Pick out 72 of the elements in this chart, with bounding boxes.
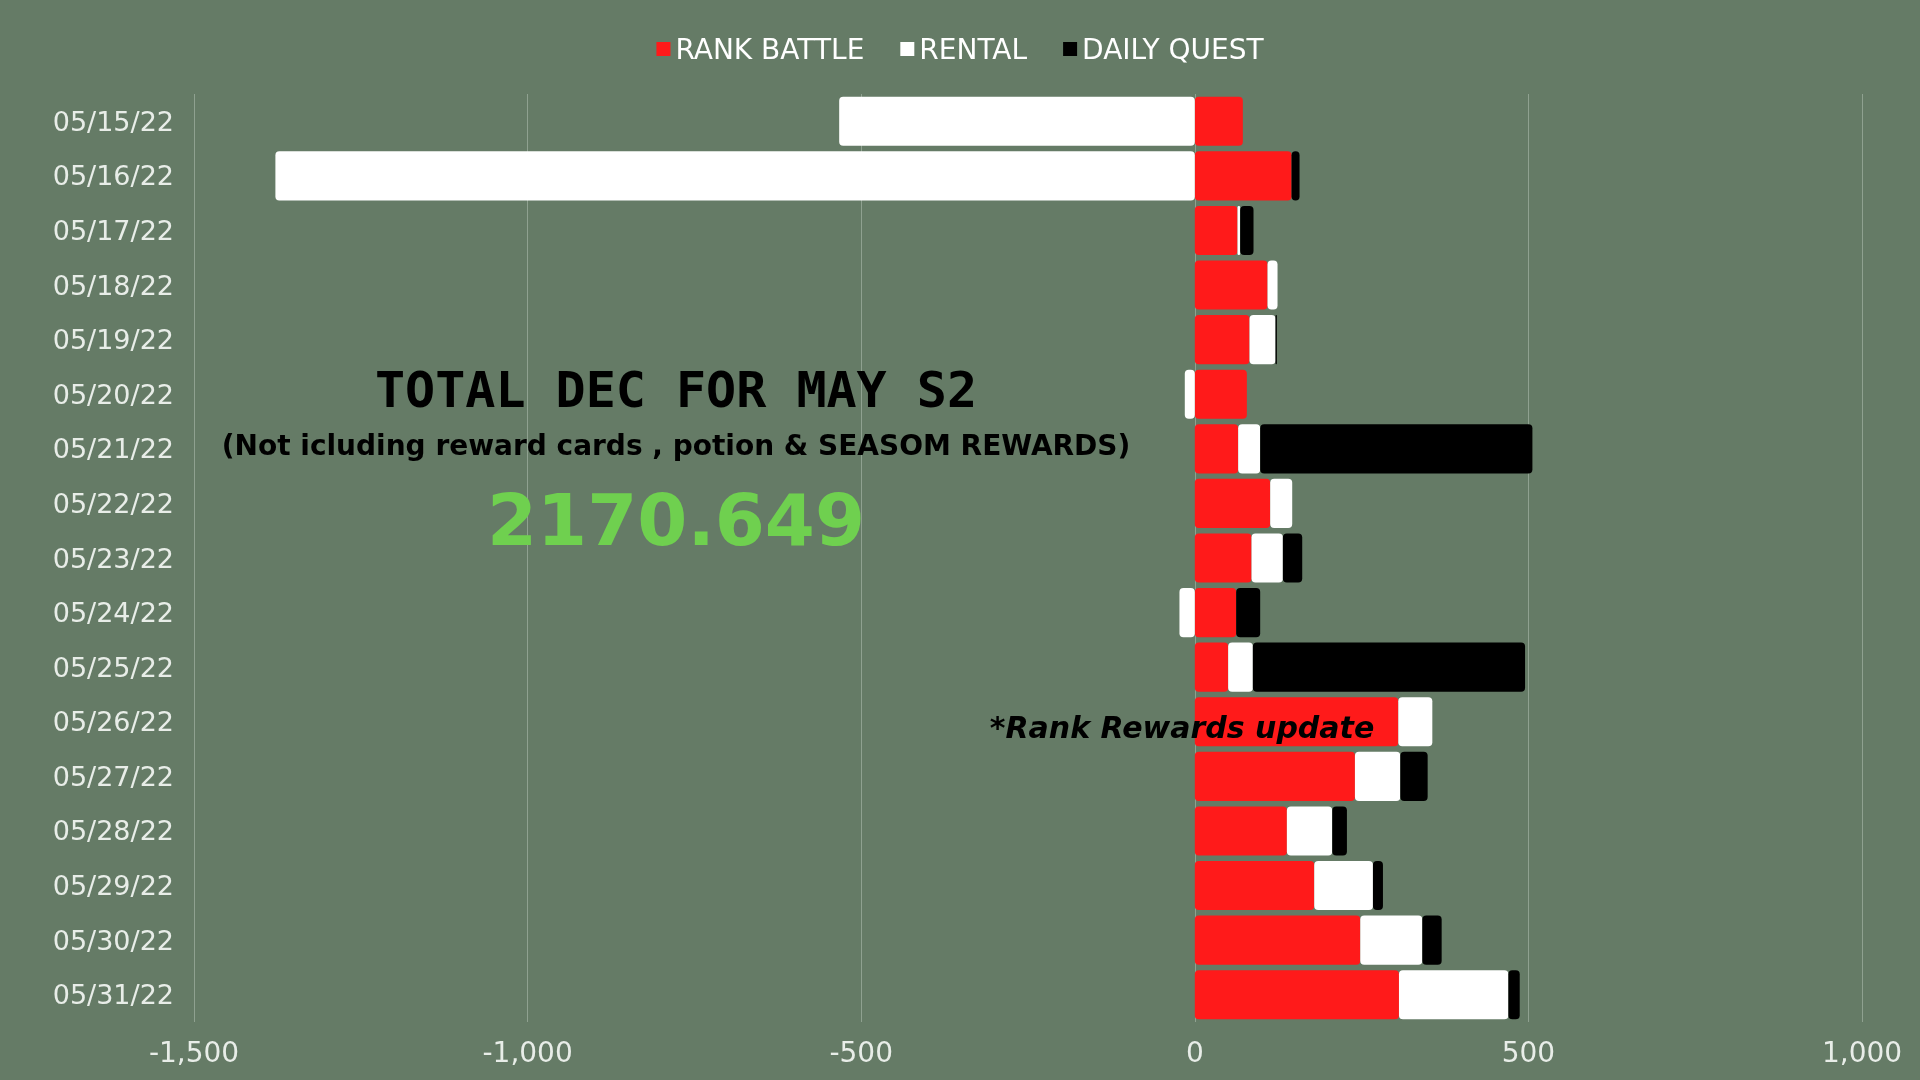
bar	[1194, 424, 1239, 474]
bar	[1398, 970, 1509, 1020]
bar	[1179, 588, 1195, 638]
y-tick-label: 05/22/22	[52, 487, 174, 519]
y-tick-label: 05/30/22	[52, 924, 174, 956]
bar	[1236, 588, 1261, 638]
bar	[1286, 806, 1333, 856]
bar	[1194, 260, 1268, 310]
bar	[1332, 806, 1347, 856]
bar	[1194, 970, 1399, 1020]
bar	[1508, 970, 1520, 1020]
x-tick-label: -1,000	[482, 1035, 573, 1069]
bar	[1194, 205, 1238, 256]
bar	[1291, 151, 1300, 201]
bar	[1194, 860, 1315, 911]
y-tick-label: 05/19/22	[52, 324, 174, 356]
legend-label: DAILY QUEST	[1082, 32, 1265, 66]
bar	[1260, 424, 1533, 474]
bar	[1194, 751, 1355, 801]
bar	[1228, 642, 1253, 692]
bar	[1360, 915, 1423, 965]
bar	[1282, 533, 1303, 583]
bar	[1194, 642, 1229, 692]
bar	[1194, 151, 1292, 201]
bar	[1252, 642, 1526, 692]
y-tick-label: 05/24/22	[52, 597, 174, 629]
bar	[1184, 369, 1195, 419]
bar	[275, 151, 1195, 201]
x-tick-label: -500	[829, 1035, 893, 1069]
x-tick-label: 0	[1185, 1035, 1204, 1069]
x-tick-label: 1,000	[1821, 1035, 1903, 1069]
y-tick-label: 05/23/22	[52, 542, 174, 574]
bar	[1240, 205, 1254, 256]
annotation: 2170.649	[486, 478, 866, 562]
bar	[1249, 315, 1276, 365]
bar	[1354, 751, 1401, 801]
y-tick-label: 05/15/22	[52, 105, 174, 137]
legend-label: RENTAL	[919, 32, 1028, 66]
bar	[1194, 96, 1243, 146]
bar	[1422, 915, 1442, 965]
y-tick-label: 05/25/22	[52, 651, 174, 683]
bar	[1238, 424, 1261, 474]
bar	[1314, 860, 1373, 911]
x-tick-label: -1,500	[148, 1035, 240, 1069]
bar	[1194, 478, 1271, 528]
bar	[1372, 860, 1383, 911]
bar	[1400, 751, 1428, 801]
bar	[1194, 315, 1250, 365]
y-tick-label: 05/17/22	[52, 214, 174, 246]
y-tick-label: 05/20/22	[52, 378, 174, 410]
y-tick-label: 05/18/22	[52, 269, 174, 301]
y-tick-label: 05/16/22	[52, 160, 174, 192]
bar	[1267, 260, 1278, 310]
y-tick-label: 05/29/22	[52, 870, 174, 902]
y-tick-label: 05/27/22	[52, 760, 174, 792]
y-tick-label: 05/21/22	[52, 433, 174, 465]
bar	[1194, 533, 1252, 583]
y-tick-label: 05/31/22	[52, 979, 174, 1011]
legend-label: RANK BATTLE	[675, 32, 865, 66]
bar	[1194, 915, 1361, 965]
y-tick-label: 05/28/22	[52, 815, 174, 847]
bar	[1270, 478, 1293, 528]
bar	[1398, 697, 1433, 747]
bar	[1194, 588, 1237, 638]
bar	[1194, 806, 1287, 856]
bar	[1251, 533, 1283, 583]
bar	[839, 96, 1195, 146]
y-tick-label: 05/26/22	[52, 706, 174, 738]
bar	[1194, 369, 1247, 419]
annotation: TOTAL DEC FOR MAY S2	[374, 361, 978, 419]
x-tick-label: 500	[1501, 1035, 1556, 1069]
annotation: (Not icluding reward cards , potion & SEASOM REWARDS)	[221, 428, 1131, 462]
